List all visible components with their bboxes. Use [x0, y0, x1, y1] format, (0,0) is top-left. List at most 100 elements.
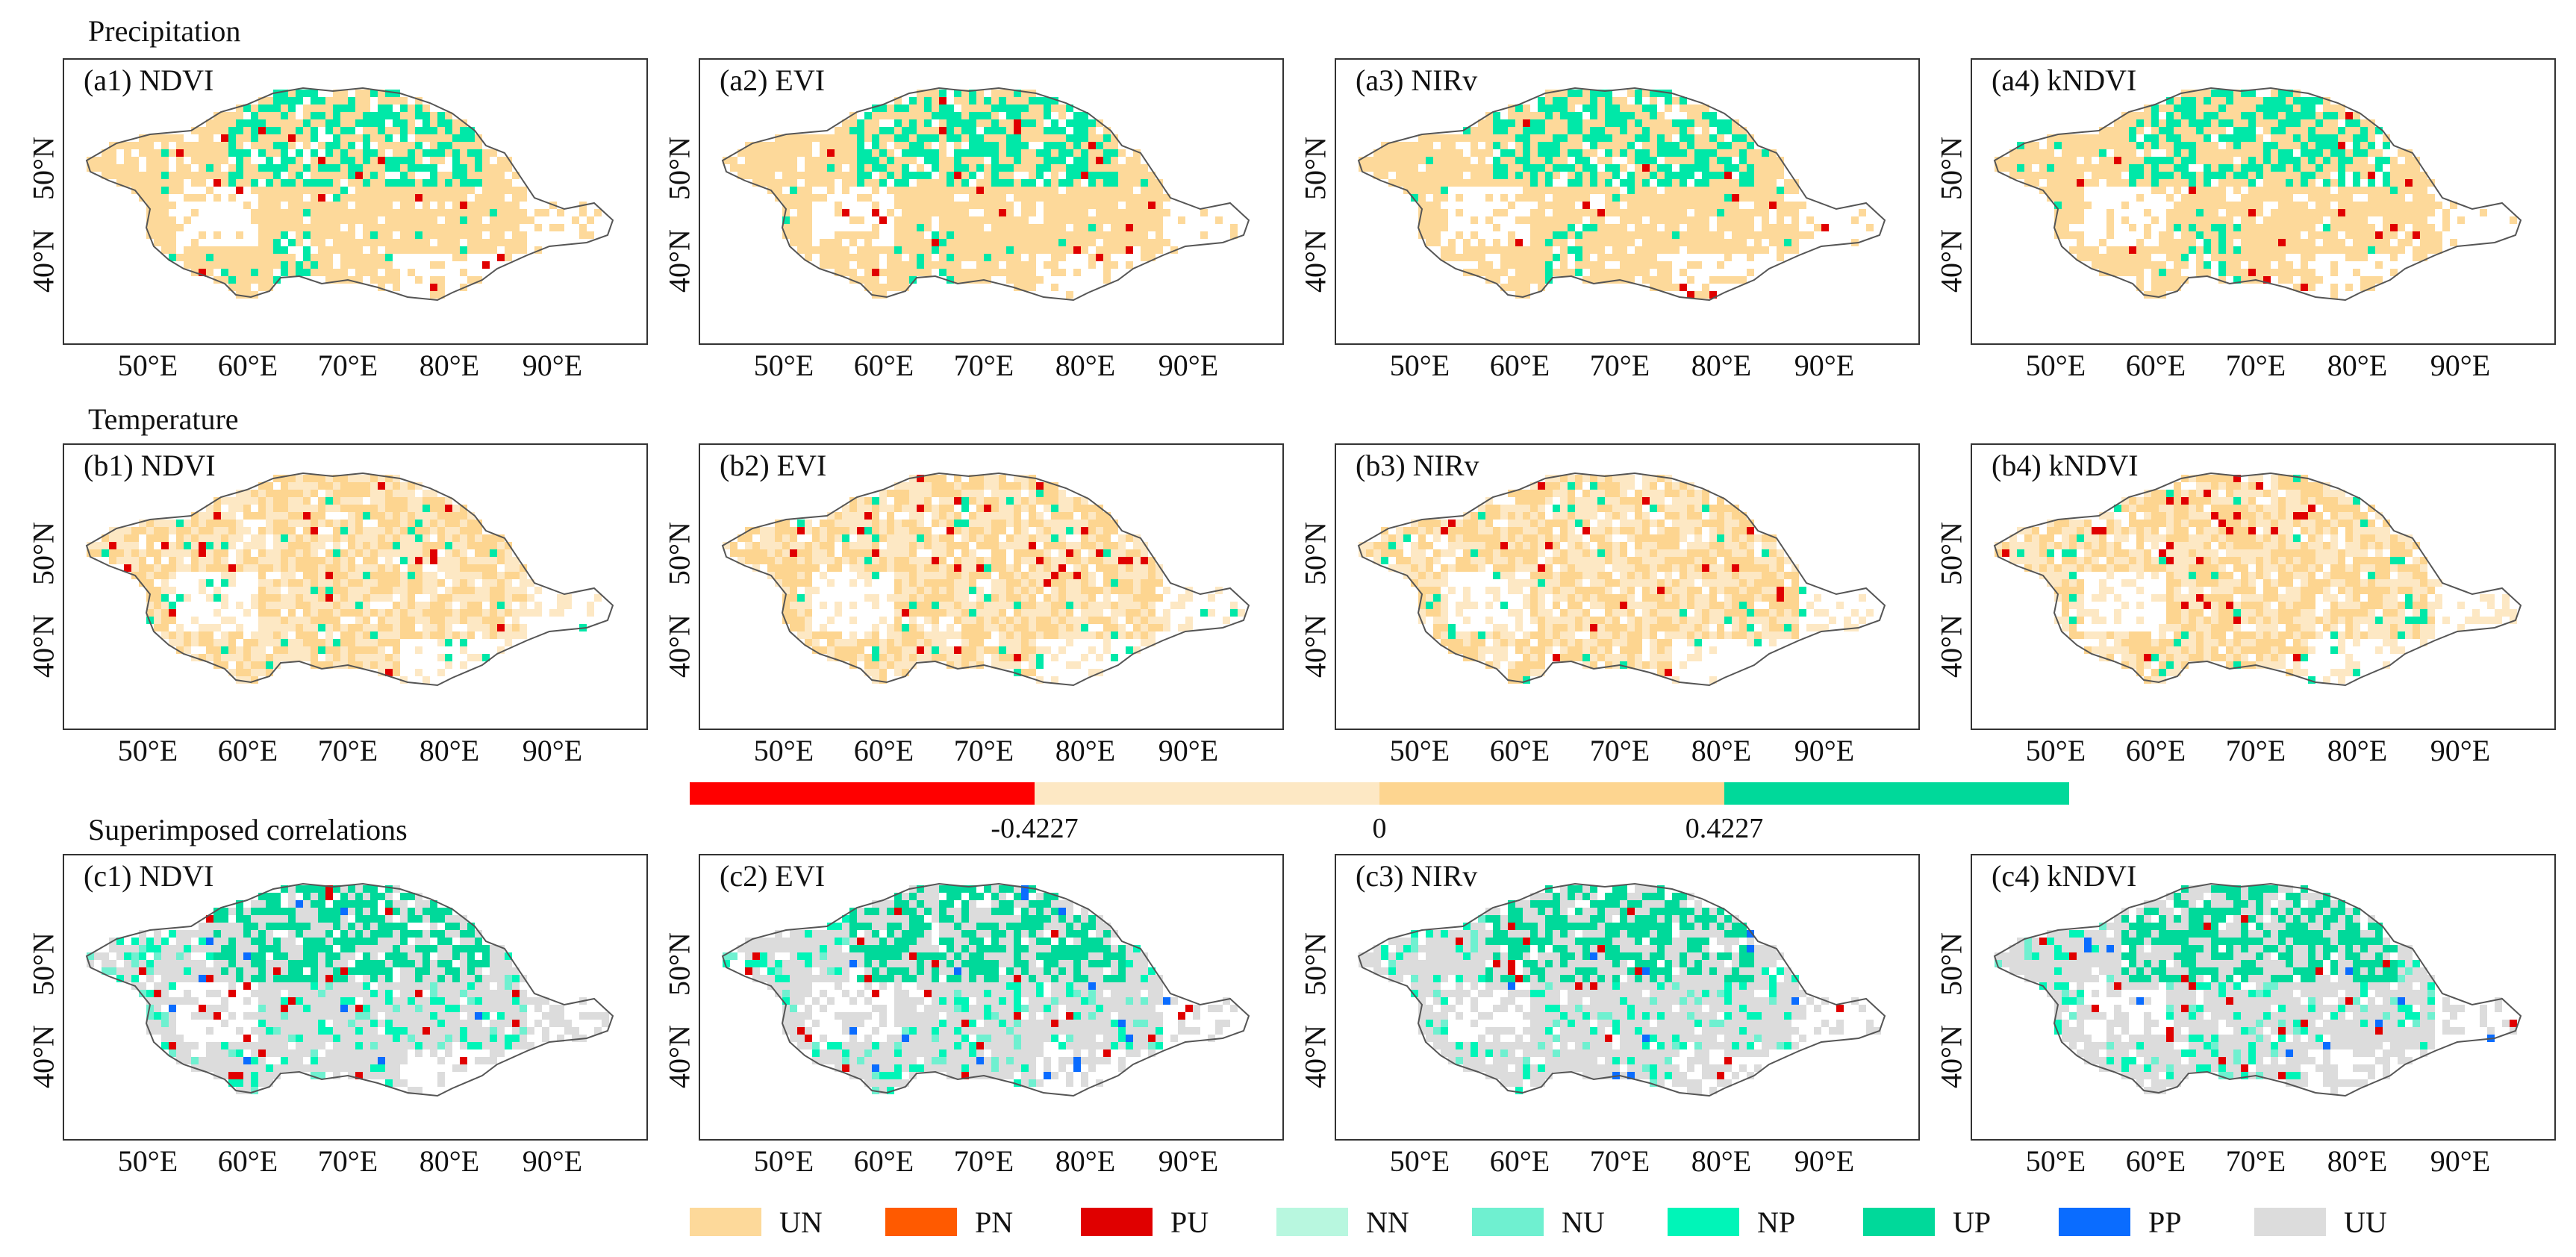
panel-label: (b4) kNDVI	[1992, 449, 2139, 482]
longitude-label: 70°E	[317, 1144, 378, 1178]
longitude-label: 70°E	[953, 1144, 1014, 1178]
longitude-label: 70°E	[317, 349, 378, 382]
map-panel: (b3) NIRv	[1335, 443, 1920, 730]
latitude-label: 40°N	[662, 1025, 696, 1088]
legend-swatch	[1472, 1208, 1544, 1236]
correlation-map	[1993, 882, 2522, 1097]
correlation-map	[1357, 882, 1886, 1097]
panel-label: (a4) kNDVI	[1992, 63, 2137, 97]
region-boundary	[1993, 472, 2522, 687]
map-panel: (b1) NDVI	[63, 443, 648, 730]
latitude-label: 50°N	[26, 932, 60, 996]
legend-swatch	[885, 1208, 957, 1236]
longitude-label: 50°E	[753, 1144, 814, 1178]
map-panel: (c1) NDVI	[63, 854, 648, 1141]
panel-label: (c1) NDVI	[84, 859, 214, 893]
legend-label: PU	[1170, 1205, 1209, 1239]
map-panel: (c4) kNDVI	[1971, 854, 2556, 1141]
legend-swatch	[1081, 1208, 1153, 1236]
longitude-label: 70°E	[953, 734, 1014, 767]
longitude-label: 80°E	[1691, 734, 1752, 767]
row-title-temperature: Temperature	[88, 402, 239, 436]
longitude-label: 90°E	[1158, 349, 1219, 382]
region-boundary	[1993, 87, 2522, 302]
longitude-label: 90°E	[1794, 349, 1855, 382]
legend-swatch	[690, 1208, 761, 1236]
region-boundary	[1357, 472, 1886, 687]
longitude-label: 70°E	[1589, 349, 1650, 382]
longitude-label: 90°E	[1794, 1144, 1855, 1178]
map-panel: (b2) EVI	[699, 443, 1284, 730]
latitude-label: 40°N	[26, 614, 60, 678]
longitude-label: 50°E	[2025, 734, 2086, 767]
row-title-precipitation: Precipitation	[88, 14, 241, 48]
correlation-map	[85, 87, 614, 302]
legend-item: UP	[1863, 1203, 2050, 1241]
colorbar-tick-neg: -0.4227	[991, 813, 1079, 844]
longitude-label: 80°E	[1055, 1144, 1116, 1178]
latitude-label: 40°N	[1298, 1025, 1332, 1088]
longitude-label: 80°E	[1055, 349, 1116, 382]
legend-item: PN	[885, 1203, 1072, 1241]
region-boundary	[721, 472, 1250, 687]
longitude-label: 60°E	[217, 734, 278, 767]
panel-label: (a1) NDVI	[84, 63, 214, 97]
longitude-label: 50°E	[753, 349, 814, 382]
colorbar-tick-pos: 0.4227	[1685, 813, 1764, 844]
latitude-label: 50°N	[1298, 522, 1332, 585]
longitude-label: 70°E	[1589, 734, 1650, 767]
longitude-label: 60°E	[2125, 734, 2186, 767]
latitude-label: 50°N	[1934, 522, 1968, 585]
colorbar-segment-weak-positive	[1379, 782, 1724, 805]
legend-swatch	[1276, 1208, 1348, 1236]
panel-label: (c3) NIRv	[1356, 859, 1478, 893]
legend-swatch	[2254, 1208, 2326, 1236]
longitude-label: 80°E	[419, 1144, 480, 1178]
legend-label: PN	[975, 1205, 1014, 1239]
panel-label: (b1) NDVI	[84, 449, 216, 482]
longitude-label: 60°E	[1489, 1144, 1550, 1178]
longitude-label: 90°E	[1794, 734, 1855, 767]
longitude-label: 60°E	[217, 349, 278, 382]
map-panel: (c2) EVI	[699, 854, 1284, 1141]
longitude-label: 50°E	[117, 349, 178, 382]
latitude-label: 40°N	[662, 229, 696, 293]
legend-label: PP	[2148, 1205, 2182, 1239]
legend-item: UU	[2254, 1203, 2441, 1241]
legend-item: PP	[2059, 1203, 2245, 1241]
correlation-map	[85, 882, 614, 1097]
region-boundary	[85, 882, 614, 1097]
legend-label: NP	[1757, 1205, 1796, 1239]
latitude-label: 50°N	[1298, 137, 1332, 200]
map-panel: (a2) EVI	[699, 58, 1284, 345]
correlation-map	[721, 472, 1250, 687]
panel-label: (b3) NIRv	[1356, 449, 1479, 482]
longitude-label: 60°E	[853, 1144, 914, 1178]
latitude-label: 50°N	[1298, 932, 1332, 996]
row-title-superimposed: Superimposed correlations	[88, 813, 408, 846]
correlation-map	[721, 882, 1250, 1097]
latitude-label: 40°N	[1934, 614, 1968, 678]
latitude-label: 40°N	[1934, 229, 1968, 293]
map-panel: (a1) NDVI	[63, 58, 648, 345]
panel-label: (c2) EVI	[720, 859, 826, 893]
latitude-label: 50°N	[1934, 137, 1968, 200]
longitude-label: 90°E	[522, 349, 583, 382]
latitude-label: 50°N	[26, 137, 60, 200]
correlation-colorbar: -0.4227 0 0.4227	[690, 782, 2069, 872]
longitude-label: 90°E	[522, 1144, 583, 1178]
legend-item: UN	[690, 1203, 876, 1241]
legend-swatch	[1863, 1208, 1935, 1236]
longitude-label: 70°E	[2225, 734, 2286, 767]
longitude-label: 70°E	[2225, 349, 2286, 382]
region-boundary	[721, 882, 1250, 1097]
panel-label: (a2) EVI	[720, 63, 826, 97]
longitude-label: 80°E	[1055, 734, 1116, 767]
region-boundary	[85, 87, 614, 302]
latitude-label: 40°N	[26, 1025, 60, 1088]
legend-swatch	[2059, 1208, 2130, 1236]
legend-label: UU	[2344, 1205, 2387, 1239]
latitude-label: 40°N	[662, 614, 696, 678]
region-boundary	[1357, 882, 1886, 1097]
longitude-label: 50°E	[2025, 349, 2086, 382]
